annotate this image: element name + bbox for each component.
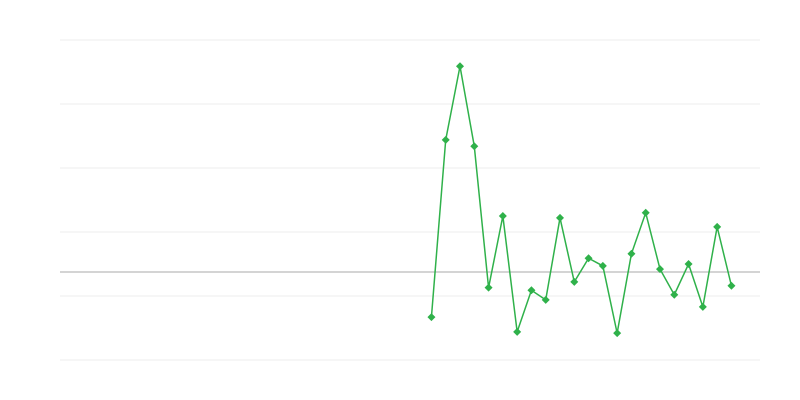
data-point — [527, 286, 536, 295]
data-point — [541, 295, 550, 304]
data-point — [698, 302, 707, 311]
data-point — [570, 277, 579, 286]
data-point — [598, 261, 607, 270]
data-point — [441, 135, 450, 144]
data-point — [641, 208, 650, 217]
data-point — [513, 327, 522, 336]
data-point — [556, 213, 564, 222]
data-point — [613, 329, 622, 338]
data-line — [430, 66, 733, 334]
data-point — [684, 260, 693, 268]
data-point — [427, 313, 436, 322]
data-point — [627, 249, 636, 258]
data-point — [656, 265, 664, 274]
data-point — [713, 222, 722, 231]
data-point — [498, 212, 507, 220]
data-point — [456, 62, 464, 71]
data-point — [470, 142, 479, 151]
data-point — [584, 254, 593, 263]
data-point — [484, 283, 493, 292]
data-point — [727, 281, 736, 290]
data-point — [670, 290, 679, 299]
